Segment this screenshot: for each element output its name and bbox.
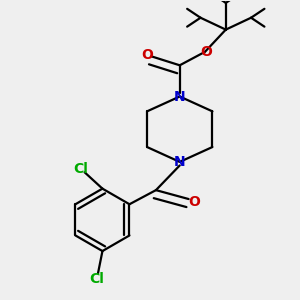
Text: N: N (174, 155, 185, 169)
Text: O: O (141, 48, 153, 62)
Text: O: O (188, 195, 200, 209)
Text: N: N (174, 89, 185, 103)
Text: O: O (200, 45, 212, 59)
Text: Cl: Cl (74, 162, 88, 176)
Text: Cl: Cl (89, 272, 104, 286)
